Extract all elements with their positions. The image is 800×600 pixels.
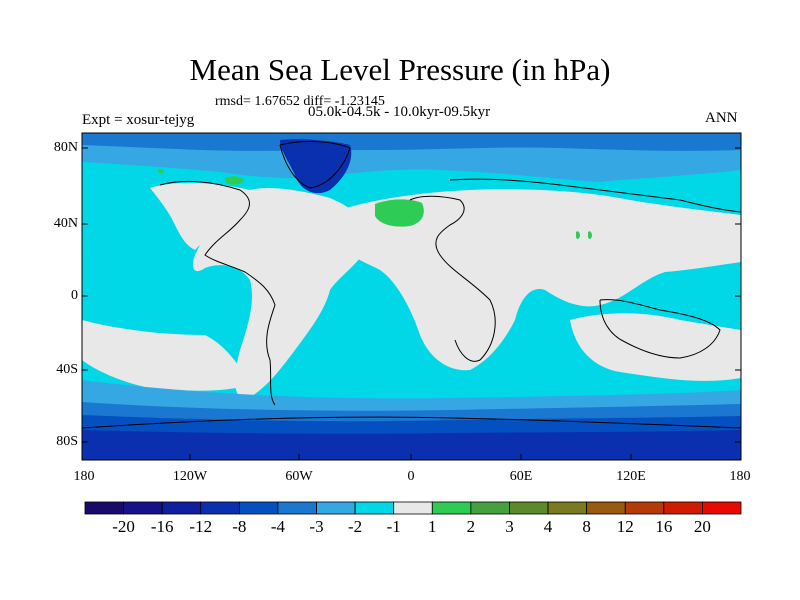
- colorbar-tick-label: 12: [616, 517, 634, 536]
- lat-label-80s: 80S: [56, 434, 78, 449]
- colorbar-swatch: [123, 501, 163, 515]
- colorbar-swatch: [84, 501, 124, 515]
- green-positive-asia: [576, 231, 580, 239]
- colorbar-swatch: [393, 501, 433, 515]
- lon-label-120e: 120E: [616, 469, 646, 484]
- colorbar-swatch: [200, 501, 240, 515]
- map-title: Mean Sea Level Pressure (in hPa): [189, 52, 611, 87]
- experiment-label: Expt = xosur-tejyg: [82, 112, 195, 128]
- deep-blue-band-south: [82, 430, 741, 460]
- neutral-region-north-america: [150, 182, 257, 250]
- green-positive-canada: [225, 176, 244, 185]
- green-positive-asia-2: [588, 231, 592, 239]
- lon-label-0: 0: [407, 469, 415, 484]
- lon-label-180e: 180: [729, 469, 751, 484]
- rmsd-diff-stats: rmsd= 1.67652 diff= -1.23145: [215, 94, 385, 109]
- colorbar-tick-label: -20: [112, 517, 135, 536]
- colorbar-tick-label: -8: [232, 517, 247, 536]
- colorbar-swatch: [431, 501, 472, 515]
- pressure-field: [82, 133, 741, 460]
- colorbar-swatch: [316, 501, 356, 515]
- colorbar-swatch: [161, 501, 202, 515]
- colorbar-tick-label: -16: [150, 517, 174, 536]
- colorbar-swatch: [702, 501, 742, 515]
- colorbar-tick-label: 8: [582, 517, 591, 536]
- colorbar-swatch: [509, 501, 549, 515]
- neutral-region-south-pacific: [82, 320, 250, 391]
- colorbar-tick-label: -12: [189, 517, 213, 536]
- colorbar-tick-label: -1: [386, 517, 401, 536]
- lat-ticks: [82, 147, 741, 443]
- coastlines: [82, 141, 741, 429]
- colorbar-swatch: [277, 501, 317, 515]
- lon-label-60e: 60E: [509, 469, 533, 484]
- colorbar-swatch: [547, 501, 588, 515]
- colorbar: [84, 501, 742, 515]
- colorbar-tick-label: 2: [466, 517, 476, 536]
- lat-label-40s: 40S: [56, 362, 78, 377]
- colorbar-tick-label: -2: [348, 517, 363, 536]
- colorbar-tick-label: 3: [505, 517, 514, 536]
- neutral-region-americas: [193, 187, 370, 400]
- colorbar-swatch: [624, 501, 665, 515]
- colorbar-tick-label: 20: [693, 517, 711, 536]
- colorbar-swatch: [586, 501, 626, 515]
- lon-label-60w: 60W: [285, 469, 313, 484]
- colorbar-tick-label: 4: [543, 517, 553, 536]
- lon-ticks: [189, 454, 632, 460]
- colorbar-swatch: [238, 501, 279, 515]
- period-comparison: 05.0k-04.5k - 10.0kyr-09.5kyr: [308, 104, 491, 120]
- colorbar-tick-label: 1: [428, 517, 437, 536]
- green-positive-europe: [375, 199, 424, 227]
- lat-label-80n: 80N: [53, 140, 78, 155]
- colorbar-tick-label: -3: [309, 517, 324, 536]
- lat-label-40n: 40N: [53, 216, 78, 231]
- colorbar-tick-label: 16: [655, 517, 673, 536]
- green-positive-alaska: [158, 168, 164, 174]
- lat-label-eq: 0: [71, 288, 78, 303]
- mid-blue-band-north: [82, 133, 741, 151]
- colorbar-tick-label: -4: [270, 517, 286, 536]
- colorbar-swatch: [663, 501, 703, 515]
- lon-label-180w: 180: [73, 469, 95, 484]
- colorbar-swatch: [470, 501, 510, 515]
- neutral-region-australia: [570, 313, 741, 381]
- season-label: ANN: [705, 110, 738, 126]
- colorbar-swatch: [354, 501, 395, 515]
- lon-label-120w: 120W: [172, 469, 208, 484]
